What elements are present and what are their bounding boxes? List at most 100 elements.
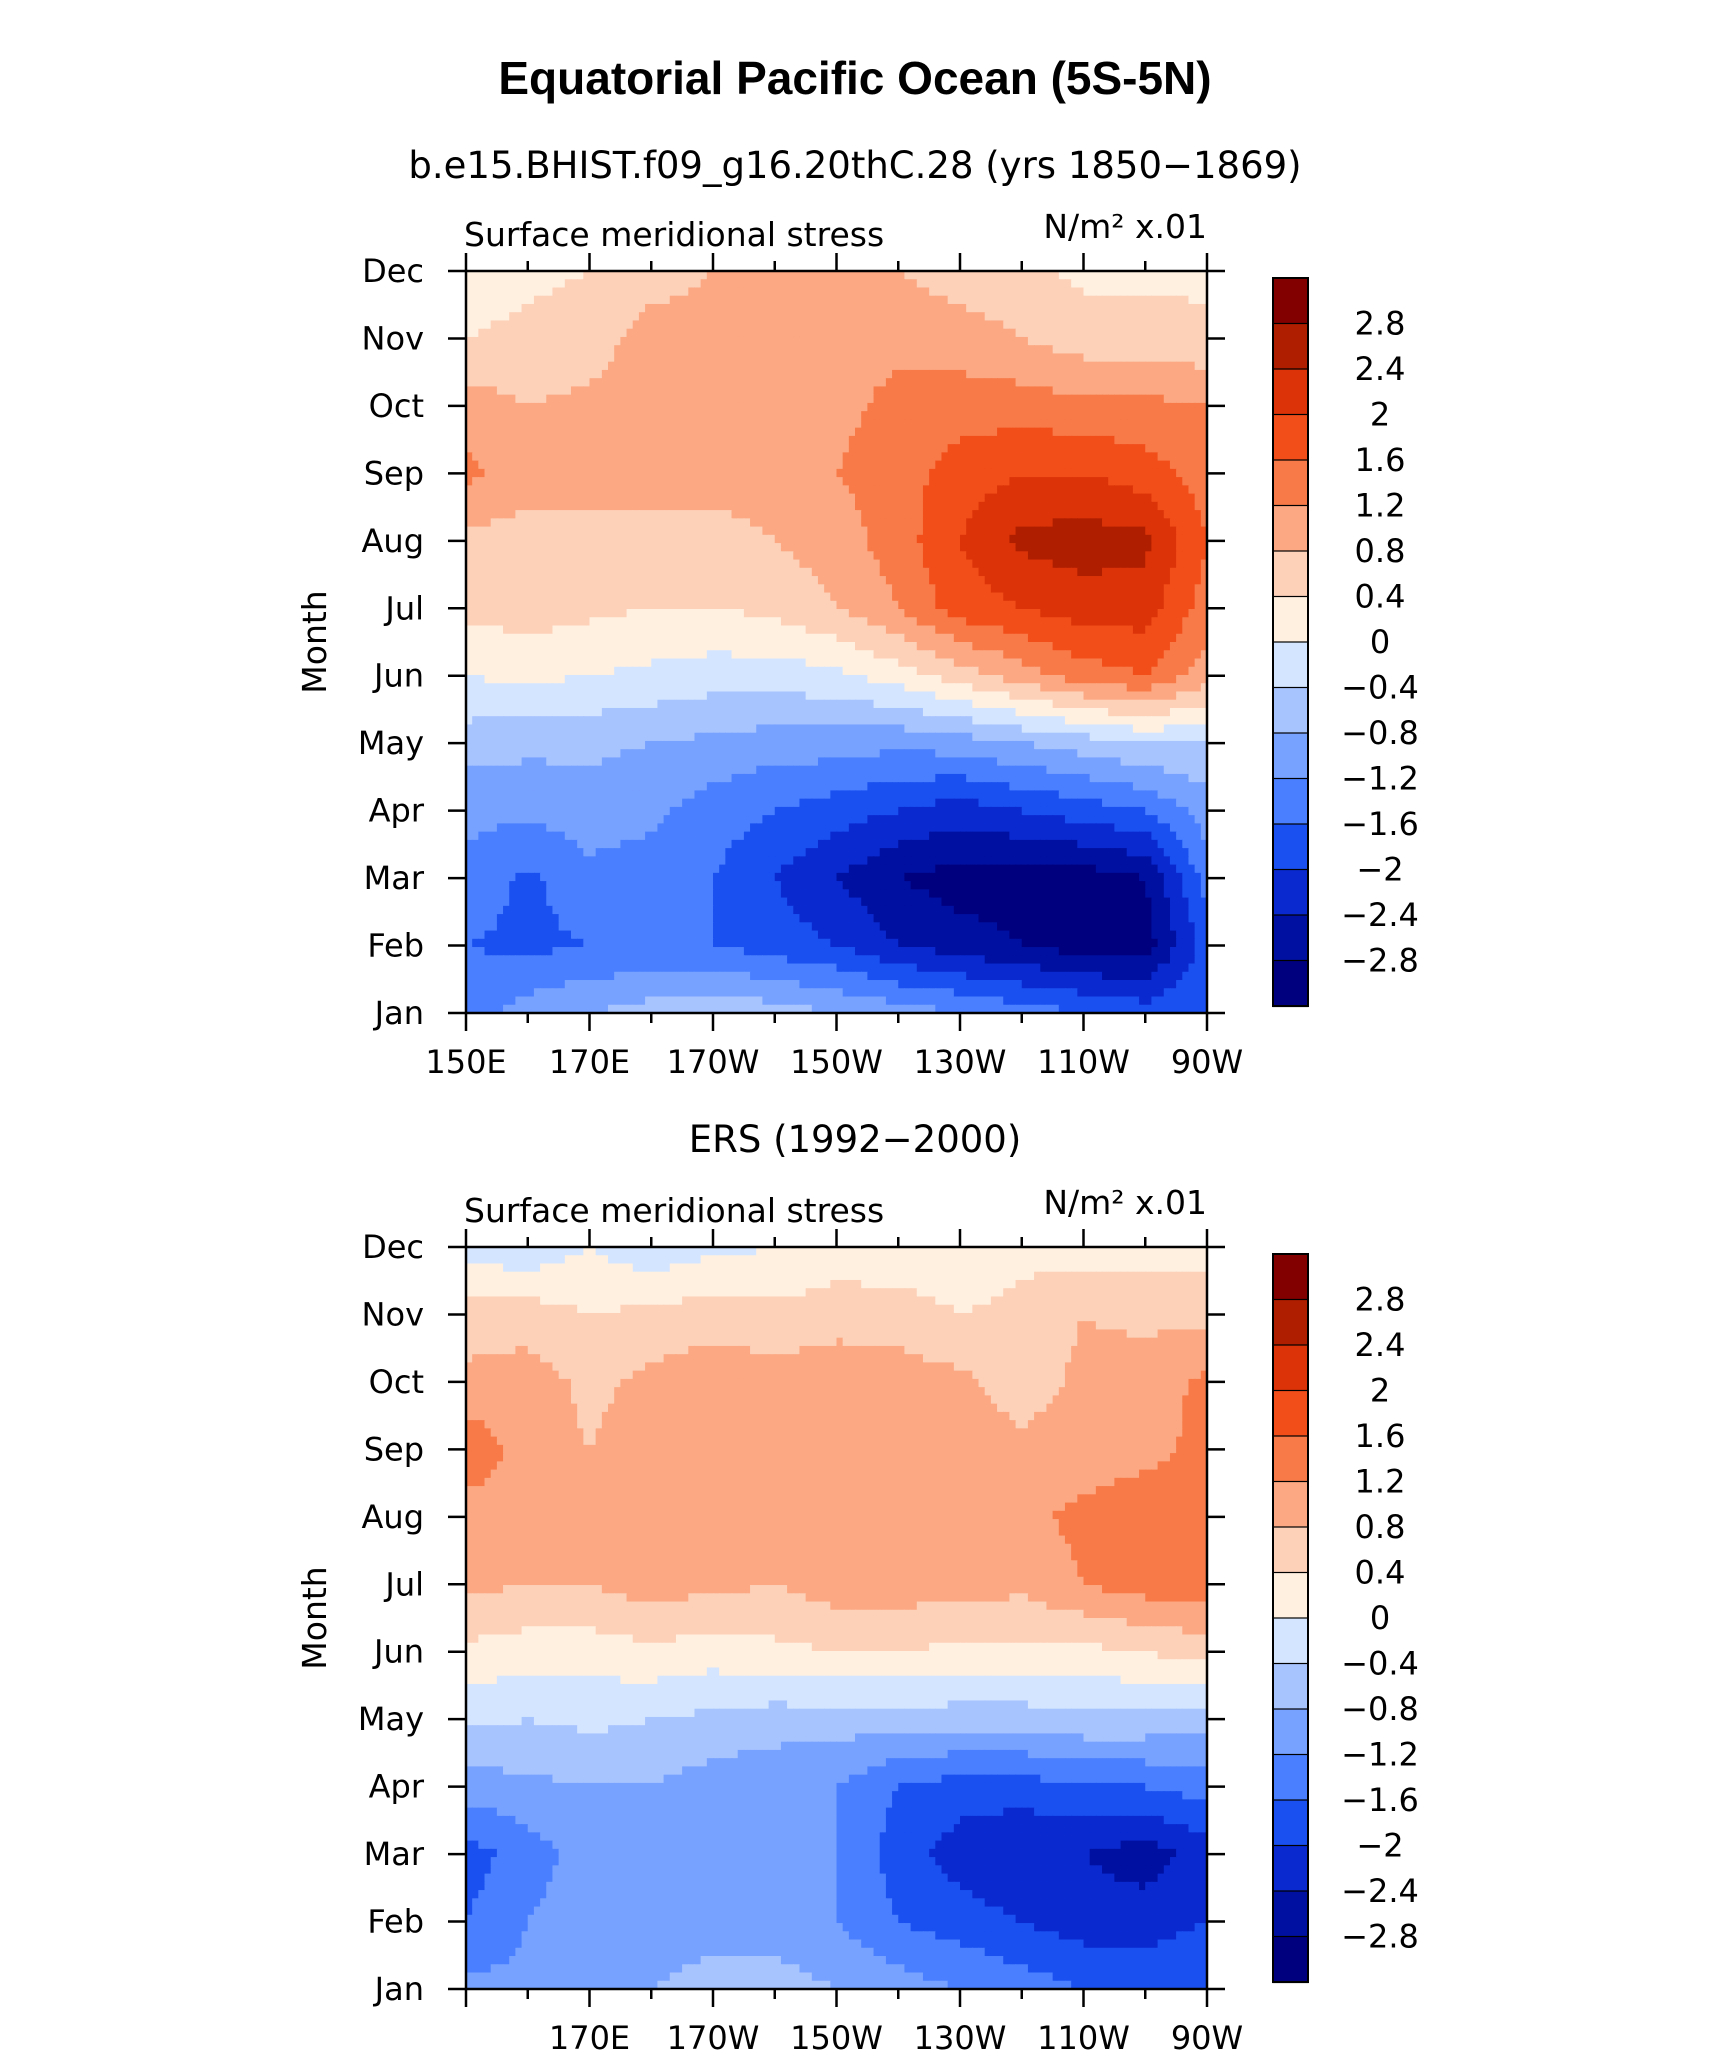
heatmap-cell: [484, 312, 492, 322]
heatmap-cell: [836, 493, 844, 503]
heatmap-cell: [743, 551, 751, 561]
heatmap-cell: [1071, 501, 1078, 511]
heatmap-cell: [645, 468, 652, 478]
heatmap-cell: [873, 460, 881, 470]
heatmap-cell: [1157, 559, 1165, 569]
heatmap-cell: [817, 435, 825, 445]
heatmap-cell: [1145, 345, 1153, 355]
heatmap-cell: [1145, 534, 1153, 544]
heatmap-cell: [780, 328, 788, 338]
heatmap-cell: [706, 609, 714, 618]
heatmap-cell: [941, 543, 949, 552]
heatmap-cell: [892, 353, 899, 363]
heatmap-cell: [632, 345, 640, 355]
heatmap-cell: [521, 386, 529, 396]
heatmap-cell: [601, 287, 609, 297]
heatmap-cell: [608, 279, 615, 289]
heatmap-cell: [960, 567, 967, 577]
heatmap-cell: [1040, 592, 1048, 602]
heatmap-cell: [805, 452, 813, 462]
heatmap-cell: [743, 402, 751, 412]
heatmap-cell: [1089, 435, 1097, 445]
heatmap-cell: [620, 452, 628, 462]
heatmap-cell: [848, 345, 856, 355]
heatmap-cell: [743, 559, 751, 569]
heatmap-cell: [719, 592, 726, 602]
heatmap-cell: [990, 501, 998, 511]
heatmap-cell: [570, 328, 578, 338]
heatmap-cell: [540, 312, 547, 322]
heatmap-cell: [601, 271, 609, 280]
heatmap-cell: [953, 518, 961, 528]
heatmap-cell: [466, 551, 473, 561]
heatmap-cell: [848, 295, 856, 305]
heatmap-cell: [984, 452, 992, 462]
heatmap-cell: [830, 567, 838, 577]
heatmap-cell: [552, 435, 560, 445]
heatmap-cell: [824, 435, 831, 445]
heatmap-cell: [657, 543, 665, 552]
heatmap-cell: [533, 435, 541, 445]
heatmap-cell: [515, 303, 523, 313]
heatmap-cell: [657, 559, 665, 569]
heatmap-cell: [892, 460, 899, 470]
heatmap-cell: [632, 402, 640, 412]
heatmap-cell: [966, 444, 973, 453]
heatmap-cell: [645, 320, 652, 330]
heatmap-cell: [941, 477, 949, 486]
heatmap-cell: [916, 402, 924, 412]
heatmap-cell: [1046, 394, 1054, 404]
heatmap-cell: [867, 460, 875, 470]
heatmap-cell: [960, 452, 967, 462]
heatmap-cell: [564, 411, 572, 420]
heatmap-cell: [1040, 584, 1048, 594]
heatmap-cell: [1145, 394, 1153, 404]
heatmap-cell: [577, 584, 584, 594]
heatmap-cell: [861, 353, 868, 363]
heatmap-cell: [750, 279, 757, 289]
heatmap-cell: [620, 287, 628, 297]
heatmap-cell: [546, 534, 554, 544]
heatmap-cell: [682, 567, 689, 577]
heatmap-cell: [984, 328, 992, 338]
heatmap-cell: [817, 444, 825, 453]
heatmap-cell: [953, 303, 961, 313]
heatmap-cell: [836, 609, 844, 618]
heatmap-cell: [700, 534, 708, 544]
heatmap-cell: [793, 394, 801, 404]
heatmap-cell: [743, 510, 751, 519]
heatmap-cell: [651, 435, 659, 445]
heatmap-cell: [972, 452, 980, 462]
heatmap-cell: [1126, 361, 1134, 371]
heatmap-cell: [1027, 345, 1035, 355]
heatmap-cell: [478, 378, 486, 388]
heatmap-cell: [1027, 419, 1035, 429]
heatmap-cell: [1058, 287, 1066, 297]
heatmap-cell: [916, 271, 924, 280]
heatmap-cell: [583, 378, 591, 388]
heatmap-cell: [892, 402, 899, 412]
heatmap-cell: [1163, 567, 1171, 577]
heatmap-cell: [1176, 402, 1183, 412]
heatmap-cell: [793, 386, 801, 396]
heatmap-cell: [1046, 386, 1054, 396]
heatmap-cell: [935, 361, 943, 371]
heatmap-cell: [824, 510, 831, 519]
heatmap-cell: [947, 312, 955, 322]
heatmap-cell: [651, 567, 659, 577]
heatmap-cell: [737, 345, 745, 355]
heatmap-cell: [1126, 468, 1134, 478]
heatmap-cell: [774, 279, 782, 289]
heatmap-cell: [929, 559, 936, 569]
heatmap-cell: [768, 435, 776, 445]
heatmap-cell: [966, 378, 973, 388]
heatmap-cell: [638, 279, 646, 289]
heatmap-cell: [700, 303, 708, 313]
heatmap-cell: [1034, 427, 1041, 437]
heatmap-cell: [595, 378, 603, 388]
heatmap-cell: [1188, 510, 1196, 519]
heatmap-cell: [713, 567, 720, 577]
heatmap-cell: [509, 518, 516, 528]
heatmap-cell: [503, 485, 510, 495]
heatmap-cell: [546, 559, 554, 569]
